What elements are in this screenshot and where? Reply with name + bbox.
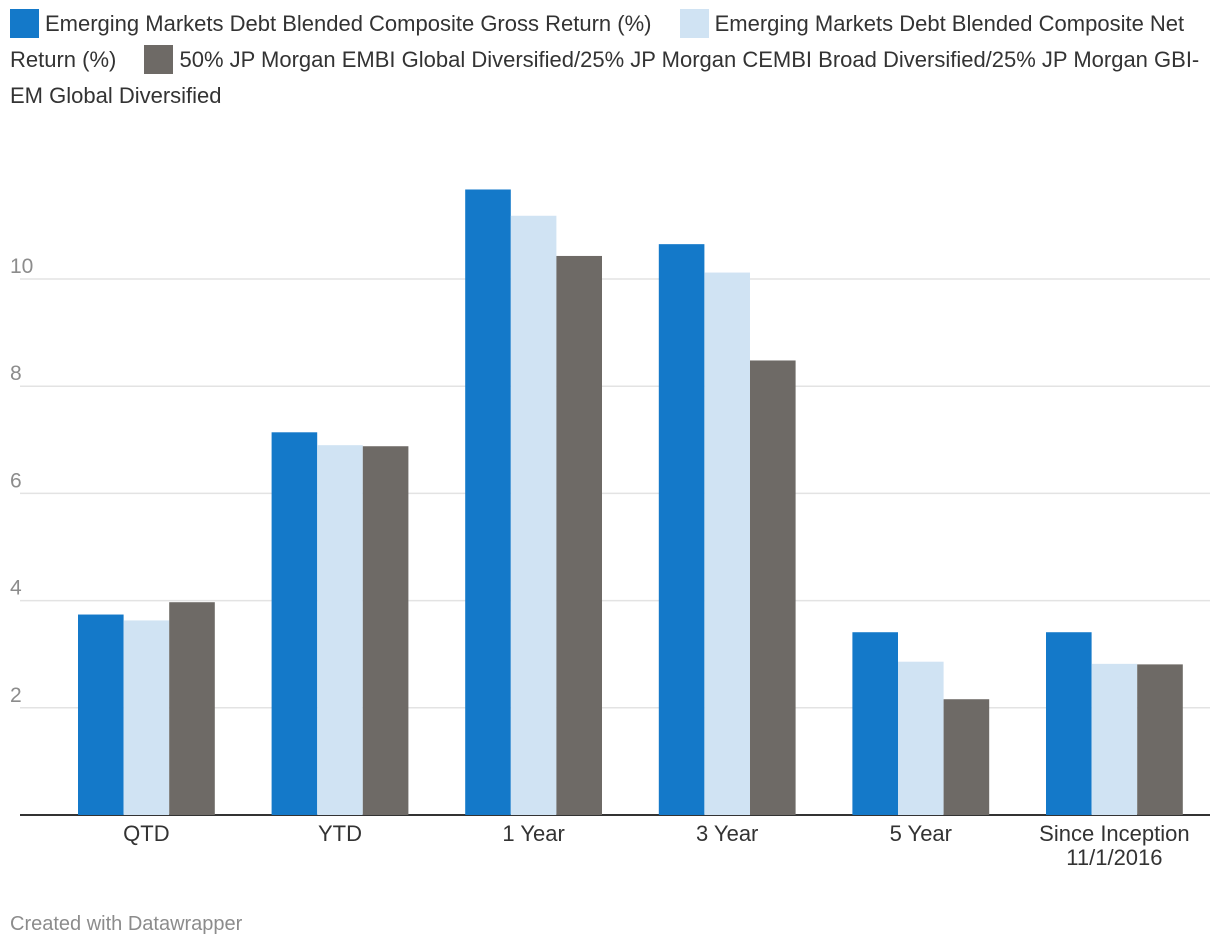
chart-legend: Emerging Markets Debt Blended Composite … — [10, 6, 1210, 114]
bar-1-3 — [465, 189, 511, 815]
bar-2-2 — [317, 445, 363, 815]
bar-2-1 — [123, 620, 170, 815]
bar-1-5 — [852, 632, 898, 815]
legend-label-benchmark: 50% JP Morgan EMBI Global Diversified/25… — [10, 47, 1200, 108]
y-tick-label: 2 — [10, 684, 22, 707]
legend-label-gross: Emerging Markets Debt Blended Composite … — [45, 11, 652, 36]
bar-3-4 — [750, 360, 796, 815]
bar-1-1 — [78, 614, 124, 815]
y-tick-label: 6 — [10, 469, 22, 492]
x-tick-label: Since Inception 11/1/2016 — [1039, 821, 1189, 870]
x-tick-label: 3 Year — [696, 821, 758, 846]
legend-swatch-net — [679, 9, 709, 38]
x-tick-label: YTD — [318, 821, 362, 846]
bar-2-5 — [898, 661, 944, 815]
footer-credit: Created with Datawrapper — [10, 913, 243, 935]
x-tick-label: QTD — [123, 821, 169, 846]
bar-3-6 — [1137, 664, 1183, 815]
bar-1-6 — [1046, 632, 1092, 815]
bar-3-3 — [556, 255, 602, 815]
x-tick-label: 5 Year — [890, 821, 952, 846]
tick-labels: 2 4 6 8 10 QTD YTD 1 Year 3 Year 5 Year Since Ince… — [10, 255, 1190, 870]
bars — [78, 189, 1183, 815]
legend-item-net: Emerging Markets Debt Blended Composite … — [10, 9, 1185, 72]
bar-3-2 — [362, 446, 409, 815]
bar-1-4 — [658, 244, 705, 815]
legend-swatch-benchmark — [144, 45, 174, 74]
y-tick-label: 8 — [10, 362, 22, 385]
bar-1-2 — [271, 432, 318, 815]
gridlines — [20, 278, 1210, 816]
x-tick-label: 1 Year — [502, 821, 564, 846]
bar-2-6 — [1091, 663, 1138, 815]
legend-swatch-gross — [10, 9, 39, 38]
bar-2-4 — [704, 272, 750, 815]
legend-item-gross: Emerging Markets Debt Blended Composite … — [10, 9, 673, 38]
bar-3-1 — [169, 602, 215, 815]
y-tick-label: 4 — [10, 577, 22, 600]
bar-2-3 — [510, 215, 557, 815]
legend-item-benchmark: 50% JP Morgan EMBI Global Diversified/25… — [10, 45, 1200, 108]
y-tick-label: 10 — [10, 255, 33, 278]
bar-3-5 — [943, 699, 990, 815]
legend-label-net: Emerging Markets Debt Blended Composite … — [10, 11, 1185, 72]
